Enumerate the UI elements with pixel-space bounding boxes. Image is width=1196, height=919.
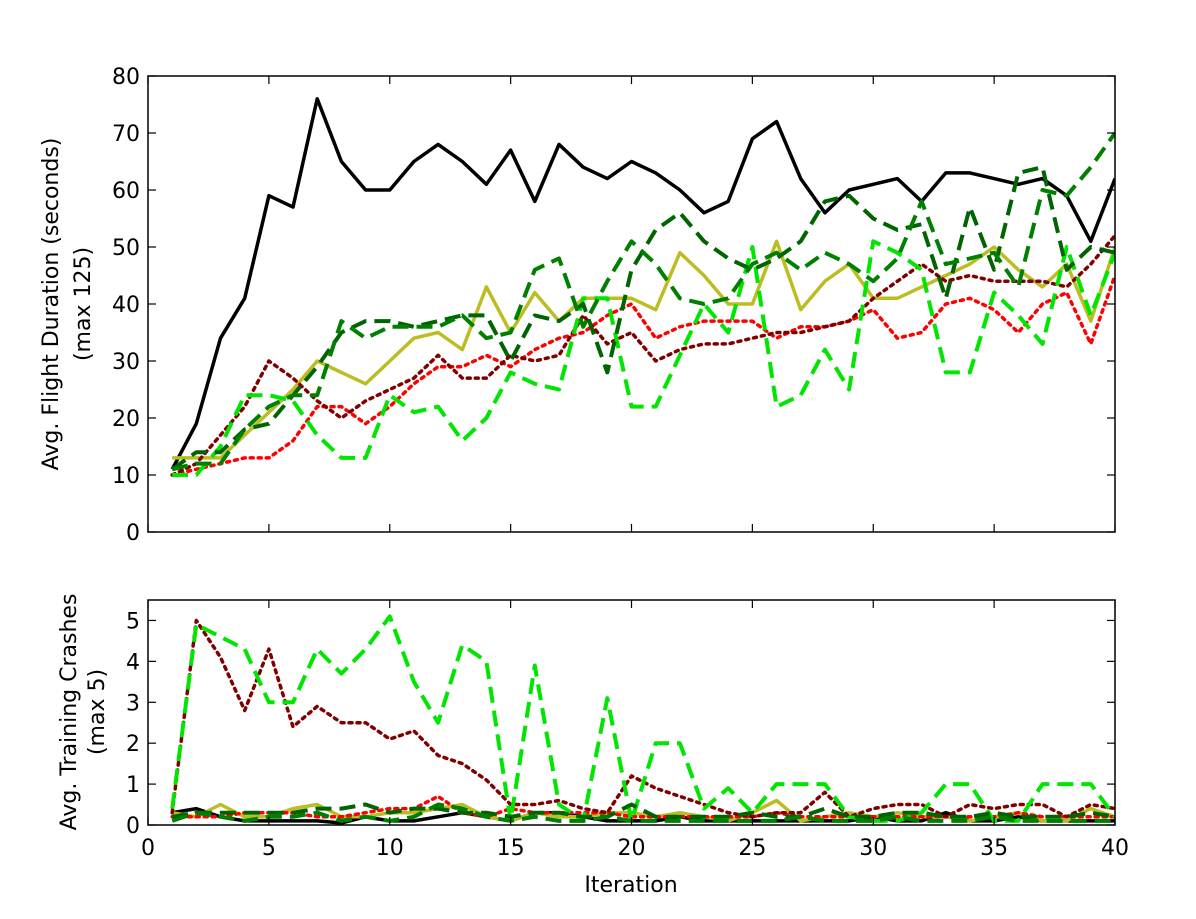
training-crashes-y-tick-label: 3: [126, 691, 140, 716]
training-crashes-series-5-line: [170, 614, 1115, 823]
training-crashes-x-tick-label: 20: [618, 836, 646, 861]
flight-duration-ylabel-max: (max 125): [71, 247, 96, 361]
flight-duration-y-tick-label: 0: [126, 521, 140, 546]
training-crashes-y-tick-label: 2: [126, 732, 140, 757]
flight-duration-series: [170, 97, 1115, 477]
training-crashes-y-tick-label: 4: [126, 650, 140, 675]
flight-duration-y-tick-label: 30: [112, 350, 140, 375]
flight-duration-y-tick-label: 10: [112, 464, 140, 489]
training-crashes-series-2-line: [171, 798, 1115, 823]
flight-duration-y-tick-label: 60: [112, 179, 140, 204]
training-crashes-ticks: 0 5 10 15 20 25 30 35 40 0 1 2 3 4 5: [126, 600, 1129, 861]
flight-duration-series-4-line: [170, 233, 1115, 477]
flight-duration-series-7-line: [171, 131, 1115, 472]
training-crashes-x-tick-label: 10: [376, 836, 404, 861]
flight-duration-series-6-line: [171, 165, 1115, 471]
flight-duration-series-5-line: [172, 239, 1115, 477]
flight-duration-y-tick-label: 50: [112, 236, 140, 261]
training-crashes-y-tick-label: 5: [126, 609, 140, 634]
training-crashes-panel: 0 5 10 15 20 25 30 35 40 0 1 2 3 4 5 Avg. Training Cra…: [57, 594, 1129, 898]
training-crashes-series-7-line: [171, 802, 1115, 823]
training-crashes-x-tick-label: 15: [497, 836, 525, 861]
training-crashes-x-tick-label: 0: [141, 836, 155, 861]
flight-duration-series-3-line: [170, 273, 1115, 477]
flight-duration-panel: 0 10 20 30 40 50 60 70 80 Avg. Flight Duration (…: [39, 65, 1116, 546]
flight-duration-y-tick-label: 70: [112, 122, 140, 147]
training-crashes-y-tick-label: 1: [126, 773, 140, 798]
training-crashes-ylabel-max: (max 5): [85, 669, 110, 755]
training-crashes-series-6-line: [171, 802, 1115, 819]
flight-duration-series-1-line: [170, 97, 1115, 471]
training-crashes-ylabel: Avg. Training Crashes: [57, 594, 82, 831]
training-crashes-x-tick-label: 25: [738, 836, 766, 861]
training-crashes-x-tick-label: 40: [1101, 836, 1129, 861]
flight-duration-series-2-line: [172, 239, 1115, 460]
training-crashes-x-tick-label: 30: [859, 836, 887, 861]
flight-duration-ylabel: Avg. Flight Duration (seconds): [39, 138, 64, 471]
training-crashes-series-3-line: [170, 794, 1115, 819]
flight-duration-y-tick-label: 80: [112, 65, 140, 90]
flight-duration-y-tick-label: 40: [112, 293, 140, 318]
training-crashes-x-tick-label: 5: [262, 836, 276, 861]
x-axis-label: Iteration: [584, 873, 677, 898]
flight-duration-y-tick-label: 20: [112, 407, 140, 432]
training-crashes-y-tick-label: 0: [126, 814, 140, 839]
training-crashes-x-tick-label: 35: [980, 836, 1008, 861]
flight-duration-ticks: 0 10 20 30 40 50 60 70 80: [112, 65, 1116, 546]
training-crashes-series: [170, 614, 1115, 825]
